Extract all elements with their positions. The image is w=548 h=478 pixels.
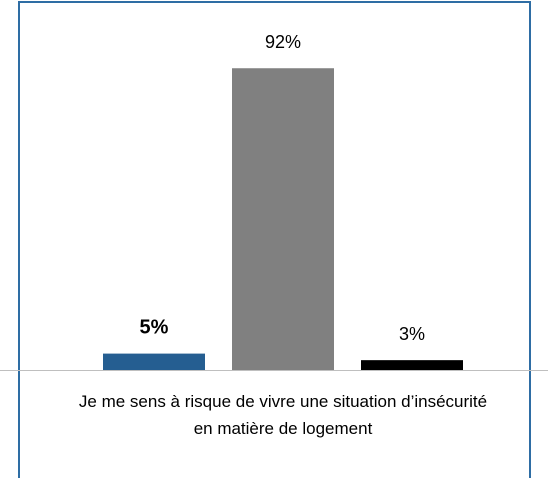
data-label: 5%	[140, 317, 169, 339]
bar	[103, 353, 205, 370]
data-label: 92%	[265, 32, 301, 52]
category-label: Je me sens à risque de vivre une situati…	[78, 392, 488, 438]
bar	[232, 68, 334, 371]
frame	[18, 1, 531, 478]
data-label: 3%	[399, 324, 425, 344]
bar	[361, 360, 463, 370]
